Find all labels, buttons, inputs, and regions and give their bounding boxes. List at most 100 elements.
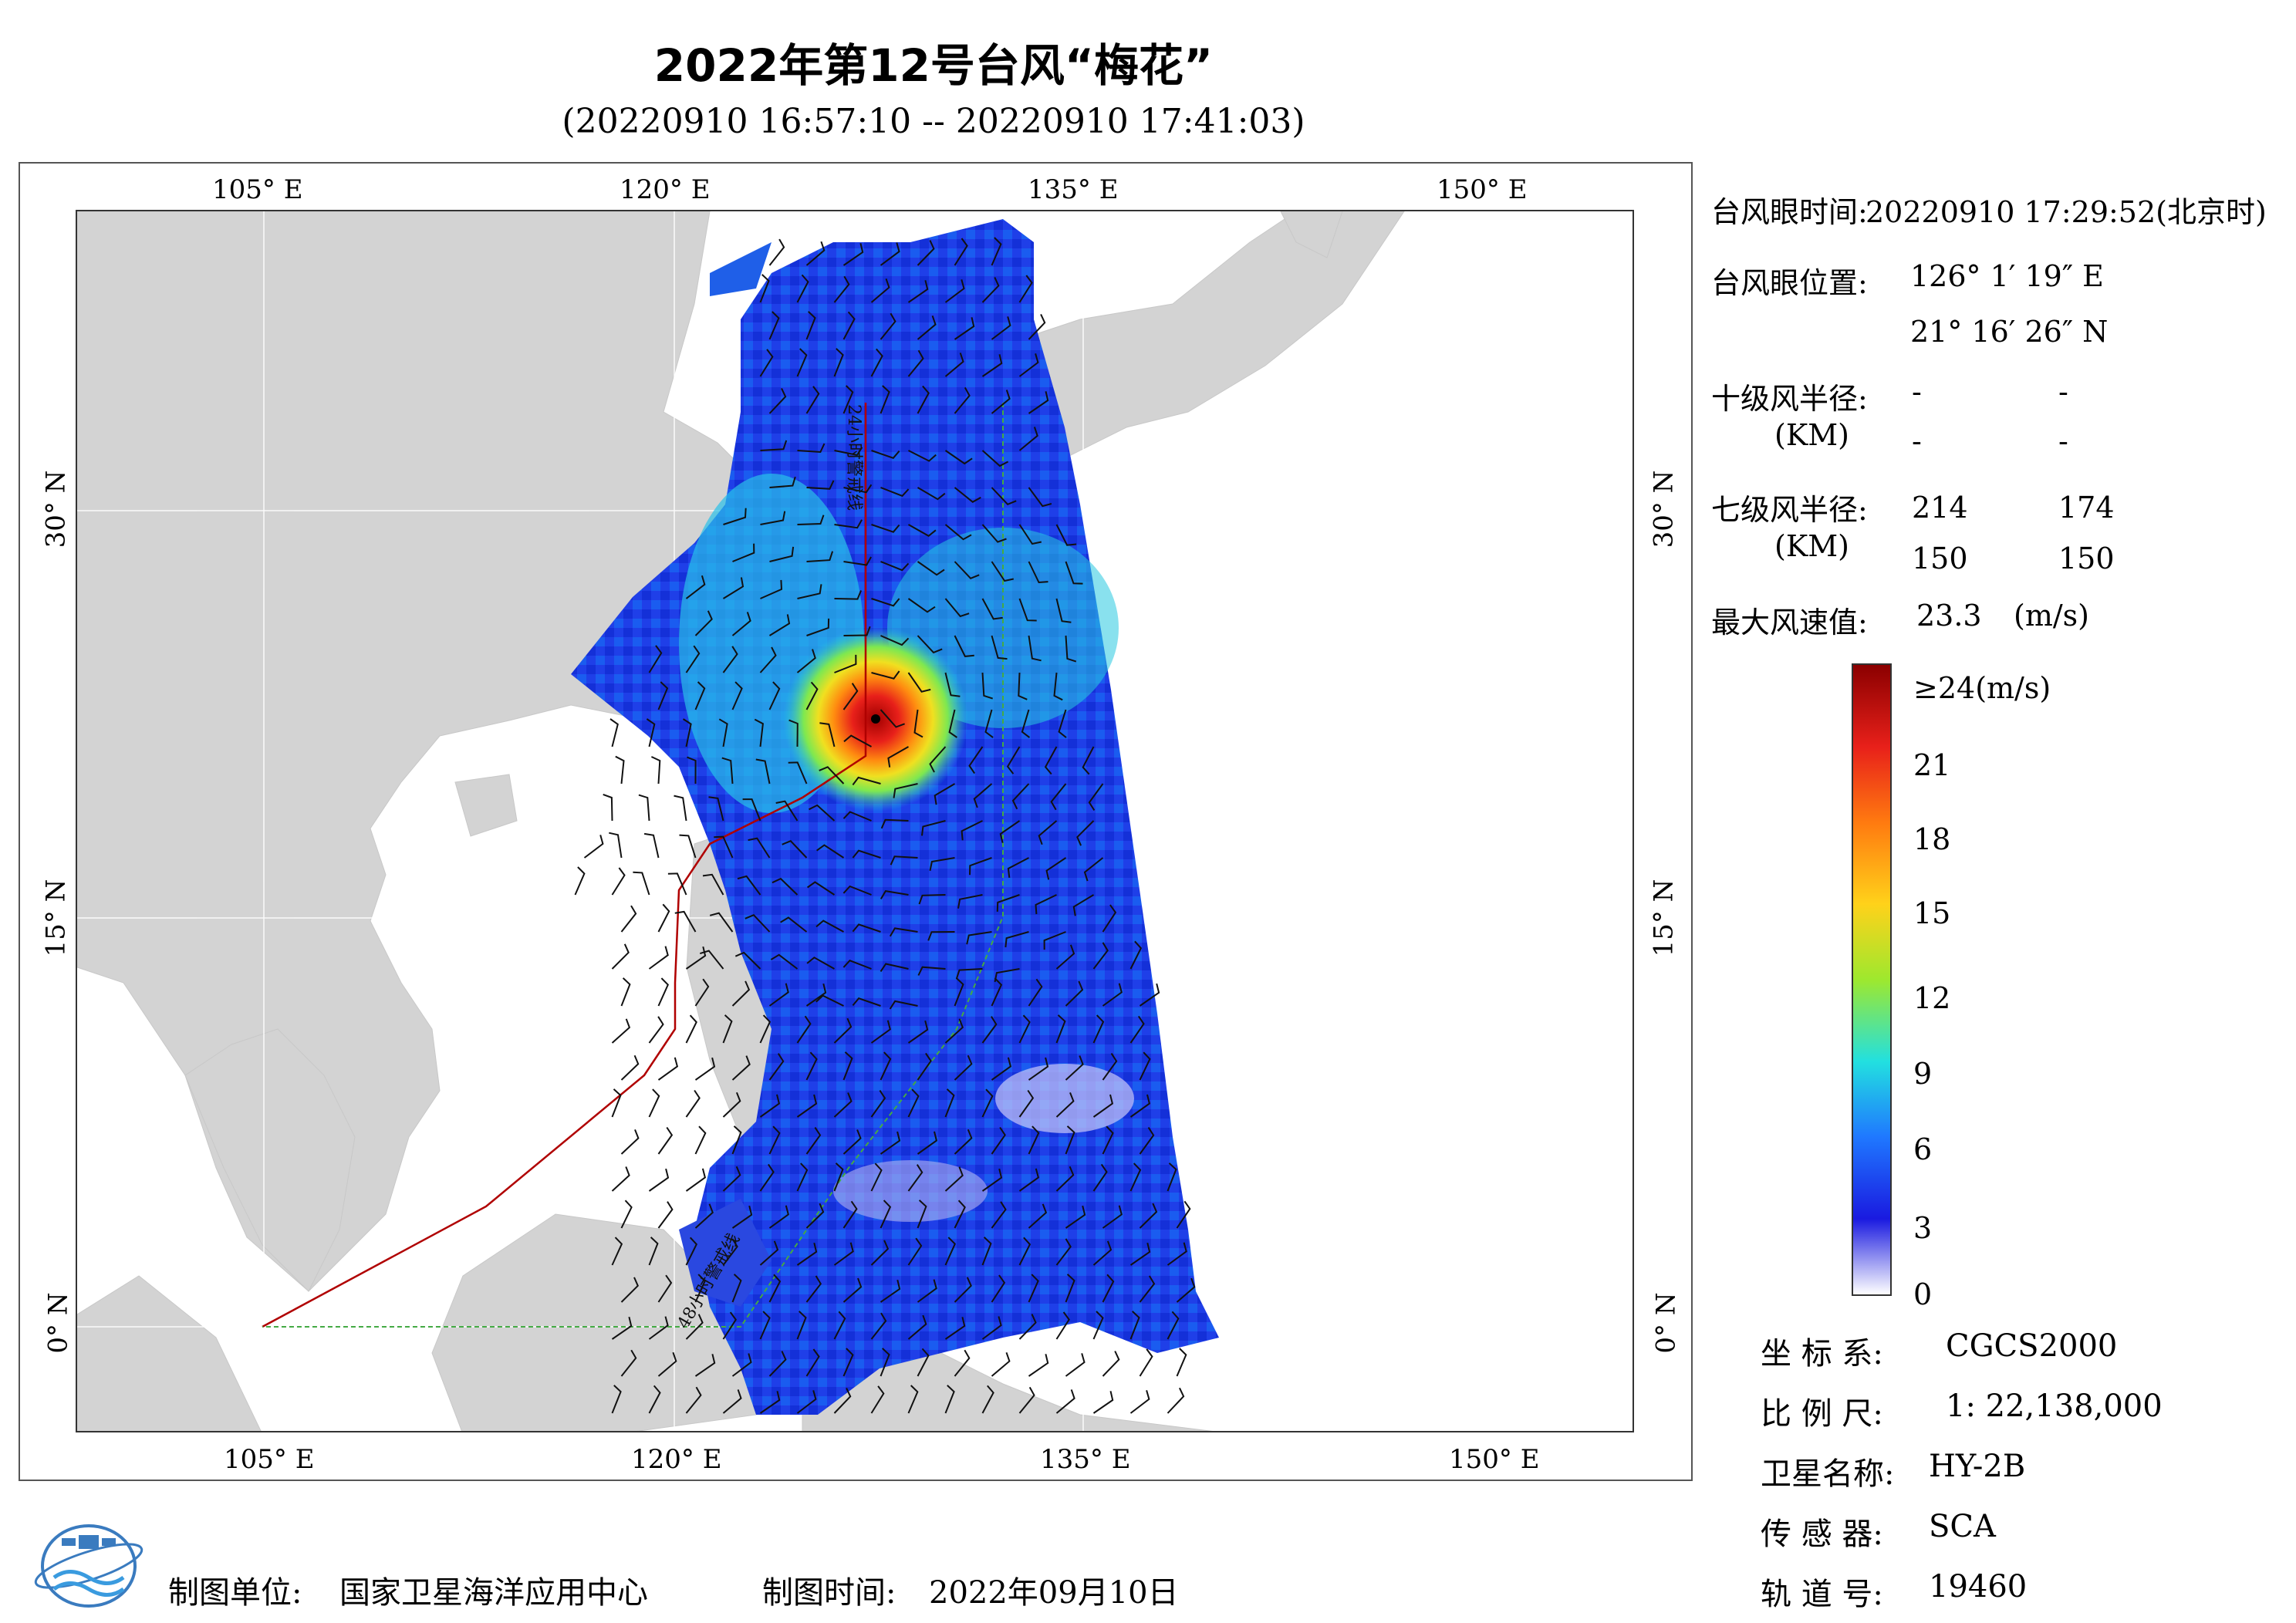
radius10-v3: -: [1912, 424, 1922, 458]
wind-barb: [768, 238, 785, 266]
wind-barb: [755, 758, 771, 785]
wind-barb: [833, 1242, 854, 1266]
wind-barb: [991, 237, 1002, 266]
wind-barb: [1176, 1348, 1187, 1377]
lon-label-top-150: 150° E: [1437, 174, 1528, 205]
wind-barb: [871, 670, 900, 680]
wind-barb: [917, 1052, 932, 1081]
wind-barb: [1102, 1053, 1118, 1081]
wind-barb: [1065, 1055, 1084, 1081]
wind-barb: [929, 857, 955, 871]
wind-barb: [917, 635, 943, 654]
wind-barb: [934, 783, 956, 805]
typhoon-eye-marker: [871, 714, 880, 724]
wind-barb: [1028, 1274, 1039, 1303]
wind-barb: [759, 1014, 772, 1044]
eye-time-value: 20220910 17:29:52(北京时): [1866, 195, 2267, 229]
wind-barb: [685, 1014, 697, 1044]
wind-barb: [852, 776, 881, 786]
wind-barb: [769, 546, 795, 562]
wind-barb: [694, 1354, 716, 1377]
wind-barb: [674, 795, 687, 822]
wind-barb: [796, 1242, 818, 1266]
lon-label-bottom-135: 135° E: [1040, 1444, 1131, 1475]
wind-barb: [805, 681, 819, 710]
wind-barb: [648, 1168, 670, 1192]
wind-barb: [759, 1311, 771, 1340]
wind-barb: [620, 905, 637, 933]
lat-label-left-0: 0° N: [42, 1292, 74, 1354]
wind-barb: [805, 1127, 822, 1155]
wind-barb: [620, 1349, 637, 1377]
wind-barb: [1028, 1203, 1048, 1229]
wind-barb: [768, 1053, 785, 1081]
wind-barb: [981, 450, 1009, 467]
wind-barb: [759, 646, 777, 673]
wind-barb: [917, 1131, 938, 1155]
lon-label-top-105: 105° E: [212, 174, 303, 205]
lat-label-left-30: 30° N: [40, 470, 72, 548]
wind-barb: [880, 312, 896, 340]
wind-barb: [1088, 783, 1104, 811]
radius7-v3: 150: [1912, 542, 1968, 575]
wind-barb: [609, 832, 623, 859]
wind-barb: [1065, 1353, 1086, 1377]
wind-barb: [973, 783, 993, 808]
wind-barb: [1083, 857, 1104, 882]
wind-barb: [981, 1016, 998, 1044]
wind-barb: [620, 1200, 633, 1229]
wind-barb: [954, 317, 975, 340]
land-sumatra: [77, 1275, 262, 1431]
wind-barb: [1055, 944, 1075, 970]
eye-position-label: 台风眼位置:: [1711, 266, 1868, 300]
wind-barb: [954, 386, 971, 414]
wind-barb: [1092, 1163, 1108, 1192]
wind-barb: [991, 1057, 1012, 1081]
wind-barb: [889, 927, 918, 937]
wind-barb: [907, 1237, 923, 1266]
wind-barb: [870, 278, 890, 303]
wind-barb: [768, 1205, 789, 1229]
wind-barb: [603, 793, 613, 822]
wind-barb: [648, 1385, 661, 1414]
wind-barb: [913, 709, 923, 738]
wind-barb: [917, 1348, 930, 1377]
wind-barb: [908, 450, 937, 462]
wind-barb: [611, 867, 626, 896]
wind-barb: [981, 1168, 1003, 1192]
wind-barb: [611, 1018, 631, 1044]
wind-barb: [833, 1387, 852, 1414]
wind-barb: [1035, 894, 1057, 915]
wind-barb: [1018, 1014, 1031, 1044]
wind-barb: [1055, 1389, 1075, 1414]
wind-barb: [842, 885, 872, 896]
wind-barb: [907, 1164, 923, 1192]
wind-barb: [1092, 1311, 1104, 1340]
wind-barb: [929, 746, 947, 773]
wind-barb: [954, 635, 974, 657]
wind-barb: [1018, 598, 1037, 622]
wind-barbs: [574, 237, 1196, 1414]
legend-label-9: 9: [1913, 1057, 1933, 1091]
swath-low-wind-patch: [995, 1064, 1134, 1133]
wind-barb: [816, 844, 845, 859]
wind-barb: [722, 1238, 738, 1266]
wind-barb: [796, 649, 816, 673]
legend-label-3: 3: [1913, 1211, 1933, 1245]
wind-barb: [852, 849, 881, 859]
wind-barb: [1139, 983, 1160, 1007]
wind-barb: [880, 1131, 901, 1155]
wind-barb: [944, 598, 970, 618]
wind-barb: [754, 718, 764, 747]
wind-barb: [611, 1166, 630, 1192]
wind-barb: [852, 923, 881, 933]
wind-barb: [871, 524, 900, 533]
wind-barb: [1102, 983, 1123, 1007]
wind-barb: [842, 311, 856, 340]
wind-barb: [1058, 709, 1067, 738]
wind-barb: [819, 722, 836, 747]
scale-value: 1: 22,138,000: [1946, 1388, 2163, 1424]
wind-barb: [991, 1351, 1011, 1377]
wind-barb: [1167, 1387, 1185, 1414]
wind-barb: [833, 1311, 846, 1340]
